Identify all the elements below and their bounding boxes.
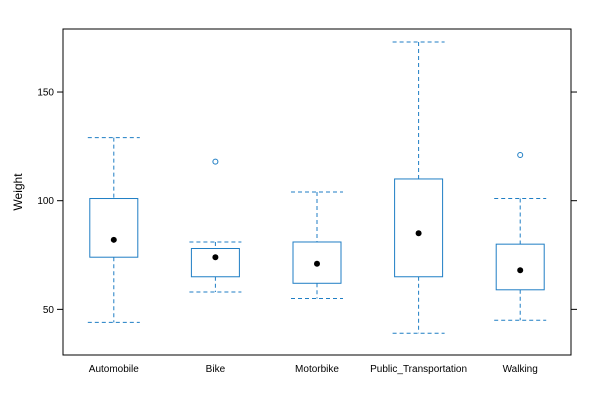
x-tick-label: Walking (503, 364, 538, 375)
x-tick-label: Motorbike (295, 364, 339, 375)
x-tick-label: Automobile (89, 364, 139, 375)
mean-point (415, 230, 422, 237)
box-public-transportation (392, 41, 445, 334)
mean-point (517, 267, 524, 274)
box-motorbike (291, 191, 343, 299)
box-automobile (87, 137, 140, 323)
box-walking (494, 152, 547, 321)
outlier-point (517, 152, 524, 159)
mean-point (314, 260, 320, 267)
y-tick-label: 50 (43, 305, 55, 316)
mean-point (110, 236, 117, 243)
mean-point (212, 254, 219, 261)
x-axis-labels: Automobile Bike Motorbike Public_Transporta… (89, 364, 538, 375)
plot-frame (62, 28, 572, 356)
iqr-box (394, 178, 444, 278)
y-tick-label: 150 (37, 88, 54, 99)
y-axis-title: Weight (11, 173, 25, 211)
y-axis-right (571, 91, 577, 310)
x-tick-label: Bike (206, 364, 226, 375)
boxes-group (87, 41, 547, 334)
outlier-point (212, 158, 219, 165)
y-axis-left: 50 100 150 (37, 88, 63, 316)
box-bike (189, 158, 242, 293)
iqr-box (89, 198, 139, 258)
y-tick-label: 100 (37, 196, 54, 207)
x-tick-label: Public_Transportation (370, 364, 467, 375)
iqr-box (495, 243, 545, 291)
iqr-box (190, 248, 240, 278)
